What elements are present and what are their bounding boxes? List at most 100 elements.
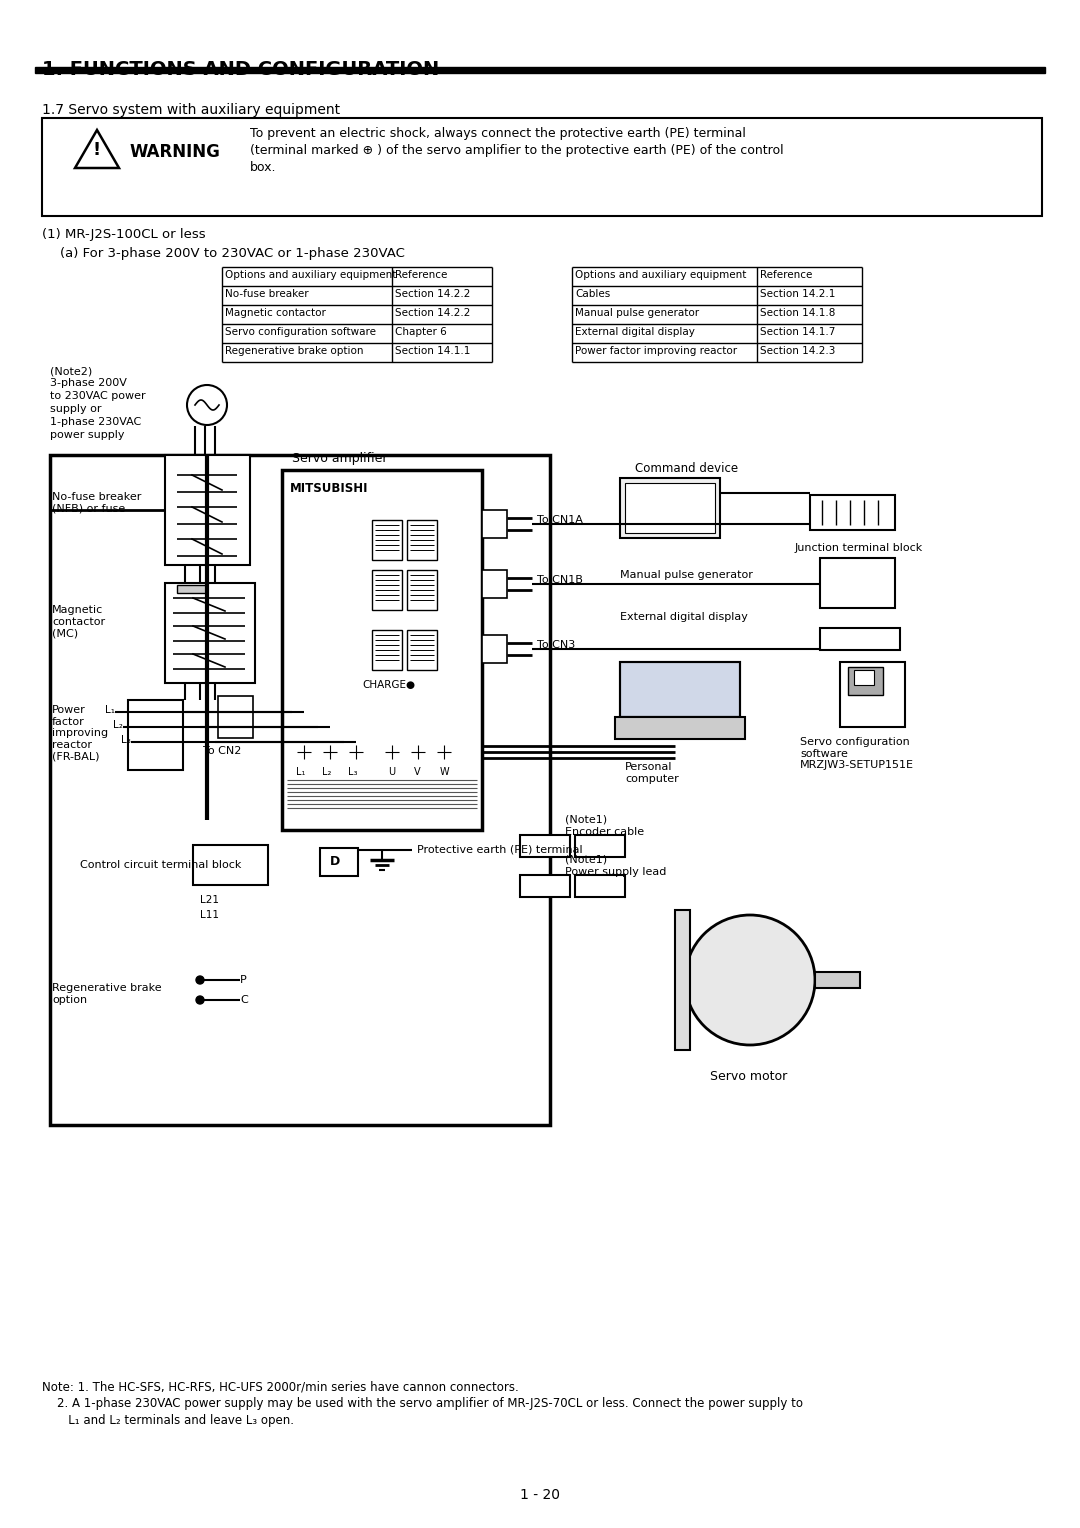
Text: To prevent an electric shock, always connect the protective earth (PE) terminal: To prevent an electric shock, always con… bbox=[249, 127, 746, 141]
Bar bbox=[482, 636, 507, 663]
Text: Note: 1. The HC-SFS, HC-RFS, HC-UFS 2000r/min series have cannon connectors.: Note: 1. The HC-SFS, HC-RFS, HC-UFS 2000… bbox=[42, 1380, 518, 1394]
Circle shape bbox=[147, 729, 163, 746]
Bar bbox=[482, 510, 507, 538]
Circle shape bbox=[195, 996, 204, 1004]
Bar bbox=[575, 834, 625, 857]
Text: !: ! bbox=[93, 141, 102, 159]
Text: MITSUBISHI: MITSUBISHI bbox=[291, 481, 368, 495]
Text: To CN1A: To CN1A bbox=[537, 515, 583, 526]
Text: Section 14.1.7: Section 14.1.7 bbox=[760, 327, 835, 338]
Text: Manual pulse generator: Manual pulse generator bbox=[620, 570, 753, 581]
Text: Encoder cable: Encoder cable bbox=[565, 827, 644, 837]
Circle shape bbox=[195, 976, 204, 984]
Text: L₂: L₂ bbox=[113, 720, 123, 730]
Bar bbox=[840, 662, 905, 727]
Text: (Note1): (Note1) bbox=[565, 856, 607, 865]
Text: Chapter 6: Chapter 6 bbox=[395, 327, 447, 338]
Bar bbox=[218, 695, 253, 738]
Text: Cables: Cables bbox=[575, 289, 610, 299]
Bar bbox=[854, 669, 874, 685]
Text: 1.7 Servo system with auxiliary equipment: 1.7 Servo system with auxiliary equipmen… bbox=[42, 102, 340, 118]
Text: (Note1): (Note1) bbox=[565, 814, 607, 825]
Bar bbox=[372, 570, 402, 610]
Text: V: V bbox=[414, 767, 420, 778]
Text: Servo configuration software: Servo configuration software bbox=[225, 327, 376, 338]
Text: 2. A 1-phase 230VAC power supply may be used with the servo amplifier of MR-J2S-: 2. A 1-phase 230VAC power supply may be … bbox=[42, 1397, 804, 1410]
Text: power supply: power supply bbox=[50, 429, 124, 440]
Text: No-fuse breaker: No-fuse breaker bbox=[225, 289, 309, 299]
Text: Section 14.1.1: Section 14.1.1 bbox=[395, 345, 471, 356]
Bar bbox=[35, 67, 1045, 73]
Text: Personal
computer: Personal computer bbox=[625, 762, 678, 784]
Text: Reference: Reference bbox=[395, 270, 447, 280]
Text: Magnetic
contactor
(MC): Magnetic contactor (MC) bbox=[52, 605, 105, 639]
Text: 1 - 20: 1 - 20 bbox=[519, 1488, 561, 1502]
Circle shape bbox=[231, 720, 241, 729]
Text: Power supply lead: Power supply lead bbox=[565, 866, 666, 877]
Text: Regenerative brake
option: Regenerative brake option bbox=[52, 983, 162, 1004]
Text: Servo motor: Servo motor bbox=[710, 1070, 787, 1083]
Bar bbox=[815, 972, 860, 989]
Bar bbox=[620, 662, 740, 717]
Text: To CN3: To CN3 bbox=[537, 640, 576, 649]
Text: L11: L11 bbox=[200, 911, 219, 920]
Bar bbox=[519, 876, 570, 897]
Text: Control circuit terminal block: Control circuit terminal block bbox=[80, 860, 241, 869]
Text: L₁: L₁ bbox=[296, 767, 306, 778]
Bar bbox=[848, 668, 883, 695]
Circle shape bbox=[486, 575, 494, 582]
Circle shape bbox=[345, 741, 367, 762]
Bar bbox=[177, 585, 207, 593]
Circle shape bbox=[381, 741, 403, 762]
Text: (1) MR-J2S-100CL or less: (1) MR-J2S-100CL or less bbox=[42, 228, 205, 241]
Text: To CN1B: To CN1B bbox=[537, 575, 583, 585]
Circle shape bbox=[231, 703, 241, 714]
Bar bbox=[50, 455, 550, 1125]
Bar bbox=[372, 630, 402, 669]
Bar bbox=[620, 478, 720, 538]
Text: WARNING: WARNING bbox=[130, 144, 221, 160]
Circle shape bbox=[685, 915, 815, 1045]
Circle shape bbox=[433, 741, 455, 762]
Bar bbox=[620, 662, 740, 717]
Bar bbox=[372, 520, 402, 559]
Text: Section 14.2.1: Section 14.2.1 bbox=[760, 289, 835, 299]
Text: D: D bbox=[330, 856, 340, 868]
Text: Regenerative brake option: Regenerative brake option bbox=[225, 345, 364, 356]
Circle shape bbox=[407, 741, 429, 762]
Bar bbox=[820, 558, 895, 608]
Text: Section 14.2.2: Section 14.2.2 bbox=[395, 309, 471, 318]
Bar bbox=[282, 471, 482, 830]
Polygon shape bbox=[75, 130, 119, 168]
Bar bbox=[810, 495, 895, 530]
Bar bbox=[615, 717, 745, 738]
Text: box.: box. bbox=[249, 160, 276, 174]
Text: U: U bbox=[388, 767, 395, 778]
Bar bbox=[820, 628, 900, 649]
Bar bbox=[193, 845, 268, 885]
Text: Options and auxiliary equipment: Options and auxiliary equipment bbox=[225, 270, 396, 280]
Bar bbox=[42, 118, 1042, 215]
Circle shape bbox=[293, 741, 315, 762]
Circle shape bbox=[147, 712, 163, 727]
Text: W: W bbox=[440, 767, 449, 778]
Text: Options and auxiliary equipment: Options and auxiliary equipment bbox=[575, 270, 746, 280]
Text: 3-phase 200V: 3-phase 200V bbox=[50, 377, 126, 388]
Text: (terminal marked ⊕ ) of the servo amplifier to the protective earth (PE) of the : (terminal marked ⊕ ) of the servo amplif… bbox=[249, 144, 784, 157]
Bar bbox=[407, 520, 437, 559]
Text: No-fuse breaker
(NFB) or fuse: No-fuse breaker (NFB) or fuse bbox=[52, 492, 141, 513]
Text: Command device: Command device bbox=[635, 461, 738, 475]
Text: Magnetic contactor: Magnetic contactor bbox=[225, 309, 326, 318]
Text: L₃: L₃ bbox=[121, 735, 131, 746]
Text: Section 14.2.2: Section 14.2.2 bbox=[395, 289, 471, 299]
Text: 1. FUNCTIONS AND CONFIGURATION: 1. FUNCTIONS AND CONFIGURATION bbox=[42, 60, 440, 79]
Bar bbox=[407, 570, 437, 610]
Bar bbox=[482, 570, 507, 597]
Text: L₁: L₁ bbox=[105, 704, 114, 715]
Bar bbox=[165, 584, 255, 683]
Bar bbox=[407, 630, 437, 669]
Circle shape bbox=[486, 587, 494, 594]
Text: External digital display: External digital display bbox=[575, 327, 694, 338]
Text: to 230VAC power: to 230VAC power bbox=[50, 391, 146, 400]
Text: Servo amplifier: Servo amplifier bbox=[292, 452, 388, 465]
